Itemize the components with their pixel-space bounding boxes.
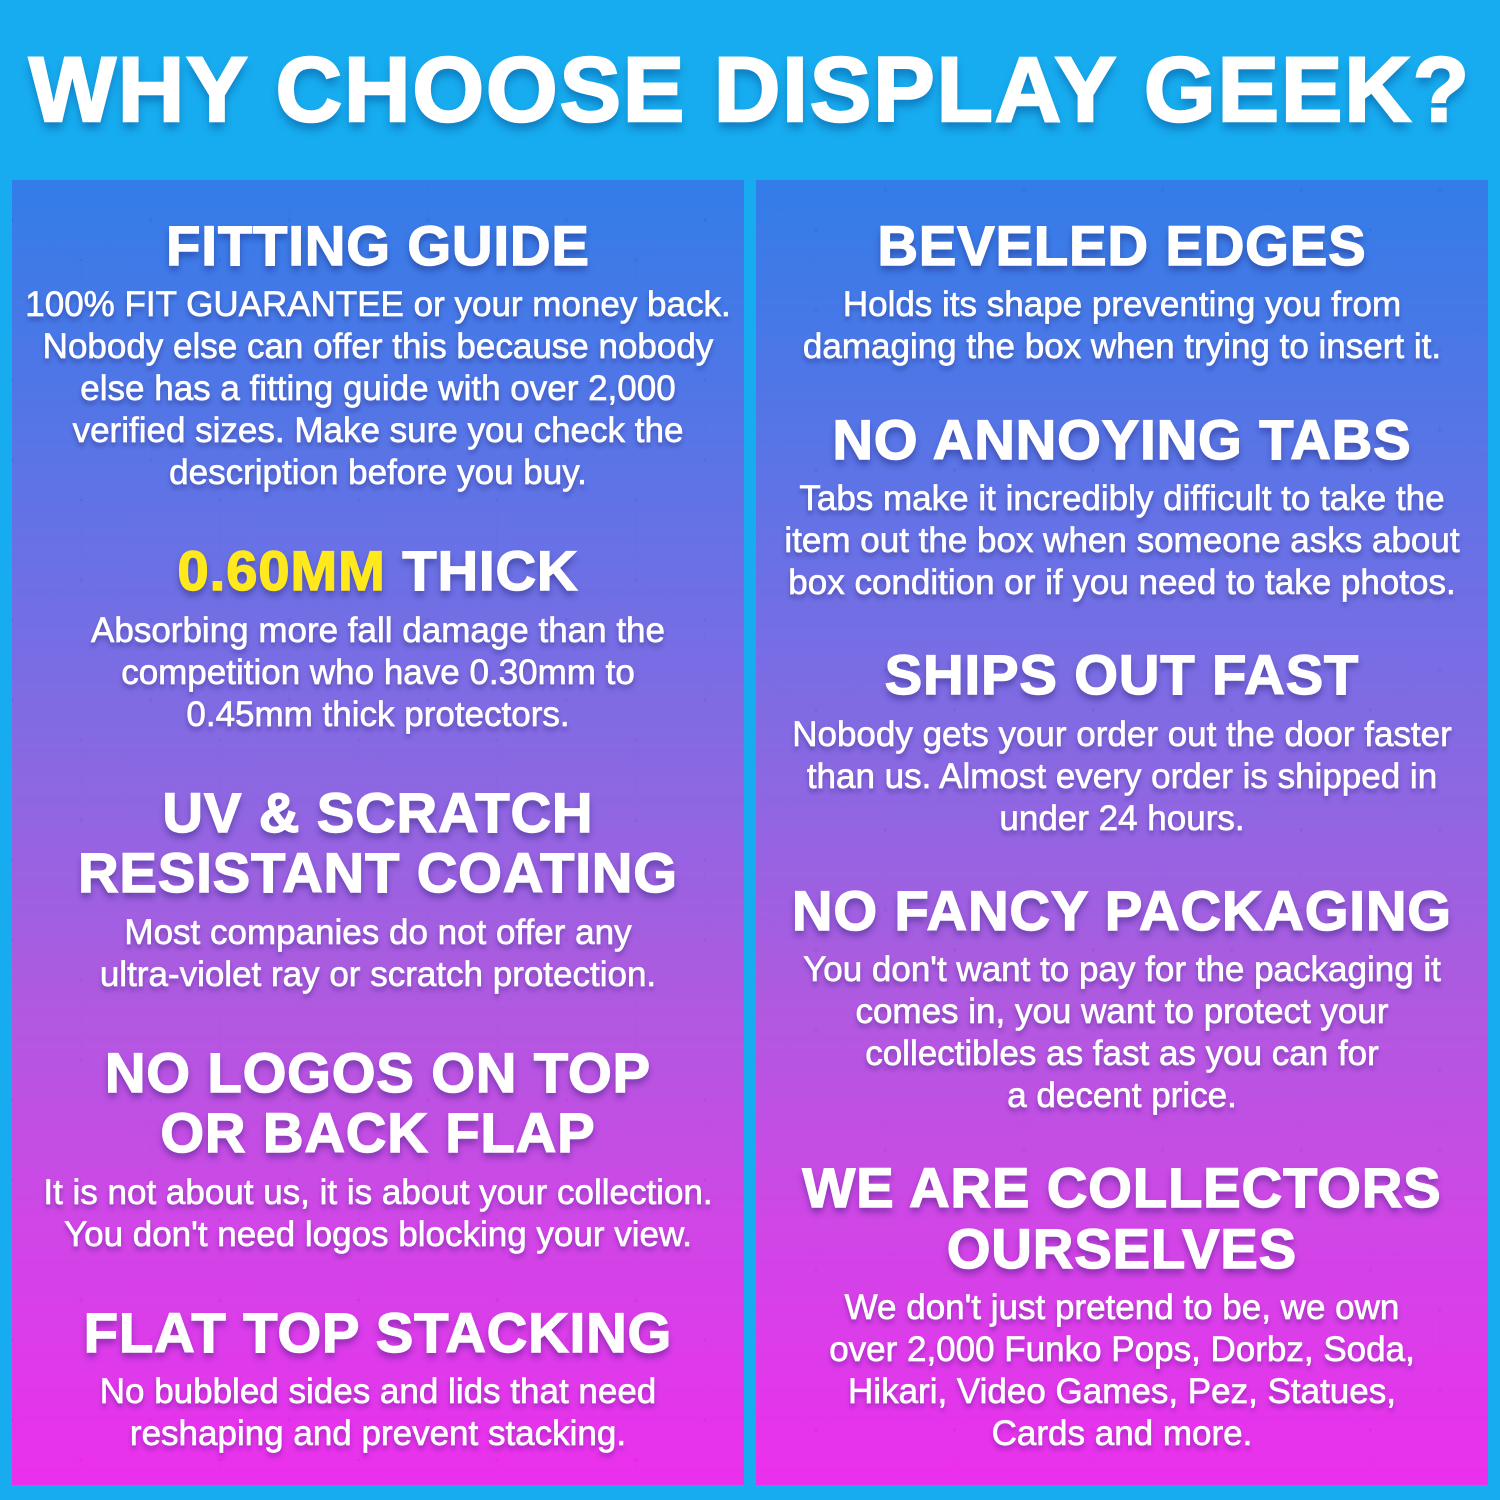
section-body: Absorbing more fall damage than the comp… [91, 610, 666, 735]
section-no-fancy-packaging: NO FANCY PACKAGING You don't want to pay… [766, 878, 1478, 1117]
section-body: Holds its shape preventing you from dama… [802, 285, 1442, 367]
section-title: NO ANNOYING TABS [832, 407, 1412, 471]
right-panel: BEVELED EDGES Holds its shape preventing… [756, 180, 1488, 1485]
thickness-value: 0.60MM [177, 539, 386, 603]
left-panel: FITTING GUIDE 100% FIT GUARANTEE or your… [12, 180, 744, 1485]
section-we-are-collectors: WE ARE COLLECTORS OURSELVES We don't jus… [766, 1156, 1478, 1455]
section-title: NO FANCY PACKAGING [791, 878, 1452, 942]
section-title: SHIPS OUT FAST [884, 643, 1360, 707]
section-body: No bubbled sides and lids that need resh… [99, 1371, 657, 1454]
section-body: Tabs make it incredibly difficult to tak… [784, 478, 1460, 603]
section-body: You don't want to pay for the packaging … [803, 950, 1441, 1116]
section-uv-scratch-coating: UV & SCRATCH RESISTANT COATING Most comp… [22, 780, 734, 996]
section-body: 100% FIT GUARANTEE or your money back. N… [25, 285, 731, 493]
section-no-logos: NO LOGOS ON TOP OR BACK FLAP It is not a… [22, 1040, 734, 1256]
section-no-annoying-tabs: NO ANNOYING TABS Tabs make it incredibly… [766, 407, 1478, 604]
section-fitting-guide: FITTING GUIDE 100% FIT GUARANTEE or your… [22, 214, 734, 494]
section-title: FITTING GUIDE [165, 214, 590, 277]
section-title: WE ARE COLLECTORS OURSELVES [802, 1156, 1442, 1280]
section-body: We don't just pretend to be, we own over… [829, 1288, 1415, 1454]
page-title: WHY CHOOSE DISPLAY GEEK? [28, 37, 1471, 142]
hexagon-pattern [756, 180, 1488, 1485]
section-ships-out-fast: SHIPS OUT FAST Nobody gets your order ou… [766, 643, 1478, 839]
title-bar: WHY CHOOSE DISPLAY GEEK? [0, 0, 1500, 180]
section-body: Nobody gets your order out the door fast… [792, 714, 1452, 838]
section-body: Most companies do not offer any ultra-vi… [99, 912, 657, 994]
section-title: NO LOGOS ON TOP OR BACK FLAP [104, 1040, 651, 1165]
section-title: UV & SCRATCH RESISTANT COATING [77, 780, 678, 905]
section-flat-top-stacking: FLAT TOP STACKING No bubbled sides and l… [22, 1300, 734, 1455]
section-title: FLAT TOP STACKING [83, 1300, 673, 1364]
section-title-rest: THICK [385, 539, 579, 603]
section-body: It is not about us, it is about your col… [43, 1172, 713, 1254]
section-thickness: 0.60MM THICK Absorbing more fall damage … [22, 539, 734, 735]
hexagon-pattern [12, 180, 744, 1485]
feature-panels: FITTING GUIDE 100% FIT GUARANTEE or your… [12, 180, 1488, 1485]
section-beveled-edges: BEVELED EDGES Holds its shape preventing… [766, 214, 1478, 368]
section-title: 0.60MM THICK [22, 539, 734, 603]
section-title: BEVELED EDGES [877, 214, 1367, 277]
